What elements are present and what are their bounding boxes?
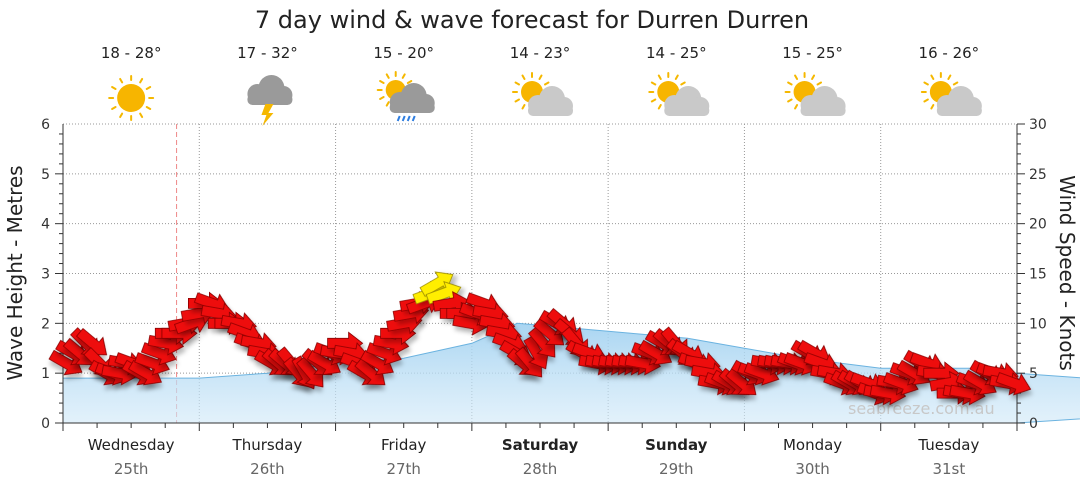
left-tick-label: 2	[41, 316, 50, 332]
left-tick-label: 6	[41, 117, 50, 133]
day-temperature-range: 18 - 28°	[101, 44, 162, 62]
day-date-label: 26th	[250, 460, 284, 478]
day-name-label: Thursday	[232, 436, 303, 454]
left-axis-label: Wave Height - Metres	[3, 165, 27, 380]
day-name-label: Wednesday	[88, 436, 175, 454]
sun-cloud-rain-icon	[376, 71, 435, 122]
wind-arrow	[306, 349, 341, 376]
wind-arrow	[962, 369, 997, 396]
wind-arrows	[48, 271, 1032, 406]
day-temperature-range: 15 - 20°	[373, 44, 434, 62]
day-temperature-range: 16 - 26°	[919, 44, 980, 62]
axes: 0 1 2 3 4 5 6 0 5 10 15 20 25 30	[41, 117, 1047, 432]
right-tick-label: 15	[1029, 267, 1047, 283]
right-tick-label: 5	[1029, 366, 1038, 382]
left-tick-label: 3	[41, 267, 50, 283]
day-name-label: Tuesday	[917, 436, 979, 454]
left-tick-label: 5	[41, 167, 50, 183]
day-temperature-range: 14 - 25°	[646, 44, 707, 62]
day-date-label: 28th	[523, 460, 557, 478]
right-tick-label: 20	[1029, 217, 1047, 233]
sun-cloud-icon	[784, 72, 846, 116]
wind-arrow	[128, 359, 162, 386]
left-tick-label: 4	[41, 217, 50, 233]
day-name-label: Monday	[783, 436, 842, 454]
wind-arrow	[995, 372, 1032, 396]
day-temperature-range: 14 - 23°	[510, 44, 571, 62]
day-name-label: Friday	[381, 436, 427, 454]
day-date-label: 31st	[932, 460, 965, 478]
right-axis-label: Wind Speed - Knots	[1055, 175, 1079, 371]
day-date-label: 27th	[386, 460, 420, 478]
left-tick-label: 0	[41, 416, 50, 432]
day-date-label: 25th	[114, 460, 148, 478]
day-date-label: 30th	[795, 460, 829, 478]
right-tick-label: 0	[1029, 416, 1038, 432]
right-tick-label: 30	[1029, 117, 1047, 133]
day-name-label: Saturday	[502, 436, 579, 454]
wind-arrow	[359, 349, 394, 376]
sun-cloud-icon	[512, 72, 573, 116]
wave-height-area	[62, 322, 1080, 424]
right-tick-label: 25	[1029, 167, 1047, 183]
right-tick-label: 10	[1029, 316, 1047, 332]
sun-cloud-icon	[920, 72, 982, 116]
chart-title: 7 day wind & wave forecast for Durren Du…	[255, 6, 809, 34]
day-name-label: Sunday	[645, 436, 708, 454]
day-header-row: 18 - 28° 17 - 32° 15 - 20° 14 - 23° 14 - 25°…	[101, 44, 982, 126]
wind-arrow	[638, 339, 673, 366]
wind-arrow	[48, 349, 83, 376]
left-tick-label: 1	[41, 366, 50, 382]
day-temperature-range: 17 - 32°	[237, 44, 298, 62]
sun-icon	[108, 75, 155, 121]
day-labels: Wednesday 25th Thursday 26th Friday 27th Satur…	[88, 436, 980, 478]
sun-cloud-icon	[648, 72, 710, 116]
day-date-label: 29th	[659, 460, 693, 478]
day-temperature-range: 15 - 25°	[782, 44, 843, 62]
storm-cloud-icon	[247, 75, 293, 126]
